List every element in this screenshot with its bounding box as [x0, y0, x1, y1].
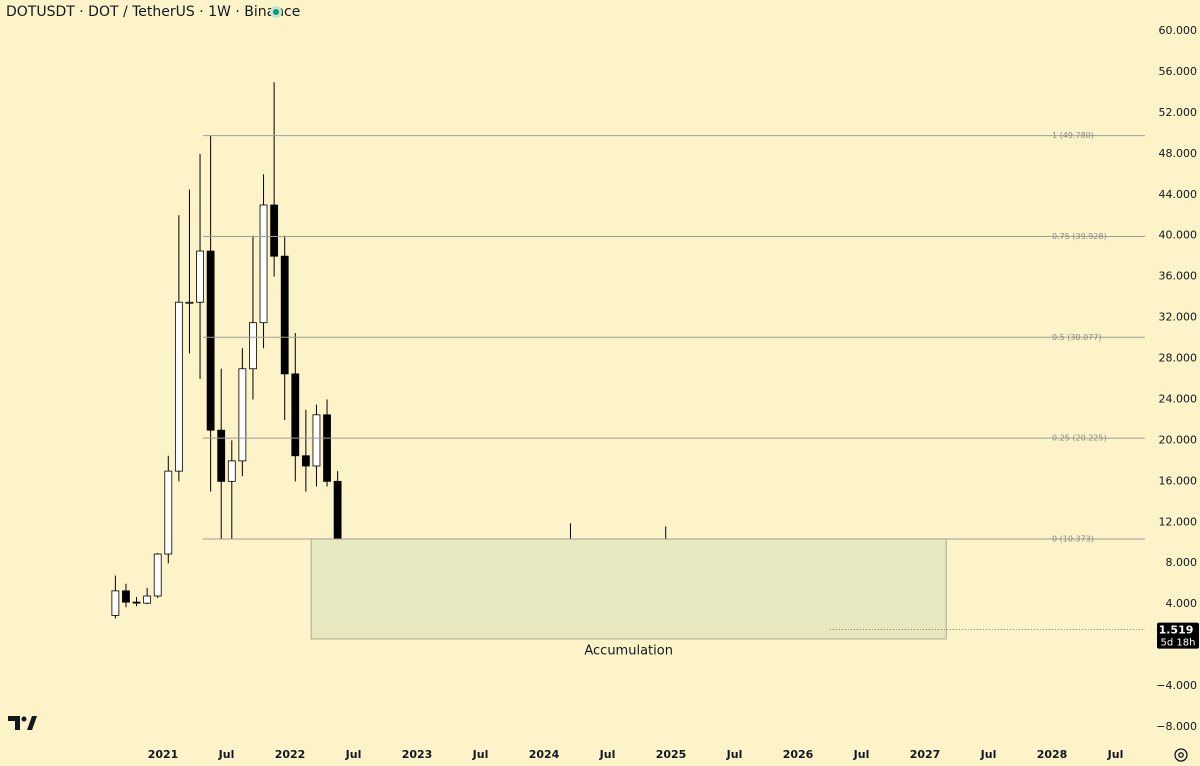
chart-title: DOTUSDT · DOT / TetherUS · 1W · Binance [6, 4, 300, 20]
x-tick-label: Jul [472, 748, 489, 761]
candle-body [259, 204, 268, 324]
x-tick-label: Jul [1107, 748, 1124, 761]
x-tick-label: Jul [980, 748, 997, 761]
candle-body [333, 480, 342, 549]
candle-body [174, 301, 183, 472]
y-tick-label: 20.000 [1159, 433, 1198, 446]
candle-body [185, 301, 194, 304]
x-tick-label: 2024 [529, 748, 560, 761]
x-tick-label: Jul [853, 748, 870, 761]
y-tick-label: 48.000 [1159, 147, 1198, 160]
candle-body [227, 460, 236, 482]
candle-body [122, 590, 130, 603]
candle-body [206, 250, 215, 431]
y-tick-label: 36.000 [1159, 270, 1198, 283]
candle-body [323, 414, 331, 482]
x-tick-label: 2023 [402, 748, 433, 761]
x-tick-label: 2022 [275, 748, 306, 761]
y-tick-label: 28.000 [1159, 352, 1198, 365]
tv-logo [8, 716, 37, 730]
y-tick-label: 60.000 [1159, 24, 1198, 37]
last-price-label: 1.519 [1159, 624, 1194, 637]
x-tick-label: 2026 [783, 748, 814, 761]
candle-body [280, 255, 289, 375]
x-tick-label: Jul [599, 748, 616, 761]
y-tick-label: 40.000 [1159, 229, 1198, 242]
y-tick-label: 4.000 [1166, 597, 1198, 610]
x-tick-label: Jul [726, 748, 743, 761]
y-tick-label: 12.000 [1159, 515, 1198, 528]
y-tick-label: −8.000 [1156, 720, 1197, 733]
candle-body [153, 553, 162, 597]
x-tick-label: 2028 [1037, 748, 1068, 761]
y-tick-label: 24.000 [1159, 392, 1198, 405]
x-tick-label: Jul [345, 748, 362, 761]
candle-body [270, 204, 279, 257]
fib-label: 1 (49.780) [1052, 131, 1094, 140]
candle-body [301, 455, 310, 467]
status-dot [273, 9, 279, 15]
x-tick-label: 2027 [910, 748, 941, 761]
last-price-box [1157, 622, 1199, 649]
candle-body [217, 429, 226, 482]
y-tick-label: −4.000 [1156, 679, 1197, 692]
candle-body [249, 322, 257, 370]
y-tick-label: 56.000 [1159, 65, 1198, 78]
candle-body [164, 470, 173, 555]
candle-body [196, 250, 204, 303]
candle-body [132, 601, 141, 604]
y-tick-label: 44.000 [1159, 188, 1198, 201]
fib-label: 0.5 (30.077) [1052, 333, 1102, 342]
fib-label: 0 (10.373) [1052, 534, 1094, 543]
y-tick-label: 52.000 [1159, 106, 1198, 119]
settings-icon[interactable] [1174, 748, 1188, 762]
fib-label: 0.25 (20.225) [1052, 434, 1107, 443]
candle-body [111, 590, 120, 616]
zone-label: Accumulation [584, 643, 673, 658]
x-tick-label: Jul [218, 748, 235, 761]
y-tick-label: 32.000 [1159, 311, 1198, 324]
candle-body [291, 373, 300, 457]
accumulation-zone [310, 538, 947, 640]
candle-body [238, 368, 247, 462]
countdown-label: 5d 18h [1161, 638, 1196, 649]
y-tick-label: 8.000 [1166, 556, 1198, 569]
candle-body [312, 414, 321, 467]
y-tick-label: 16.000 [1159, 474, 1198, 487]
x-tick-label: 2021 [148, 748, 179, 761]
x-tick-label: 2025 [656, 748, 687, 761]
fib-label: 0.75 (39.928) [1052, 232, 1107, 241]
candle-body [143, 595, 152, 604]
